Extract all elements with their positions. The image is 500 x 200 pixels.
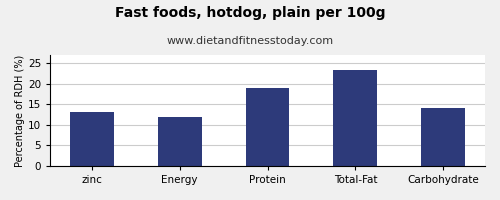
Y-axis label: Percentage of RDH (%): Percentage of RDH (%) (15, 54, 25, 167)
Bar (70, 112, 114, 166)
Text: Fast foods, hotdog, plain per 100g: Fast foods, hotdog, plain per 100g (115, 6, 385, 20)
Bar (422, 108, 465, 166)
Bar (334, 70, 378, 166)
Bar (158, 117, 202, 166)
Text: www.dietandfitnesstoday.com: www.dietandfitnesstoday.com (166, 36, 334, 46)
Bar (246, 88, 290, 166)
